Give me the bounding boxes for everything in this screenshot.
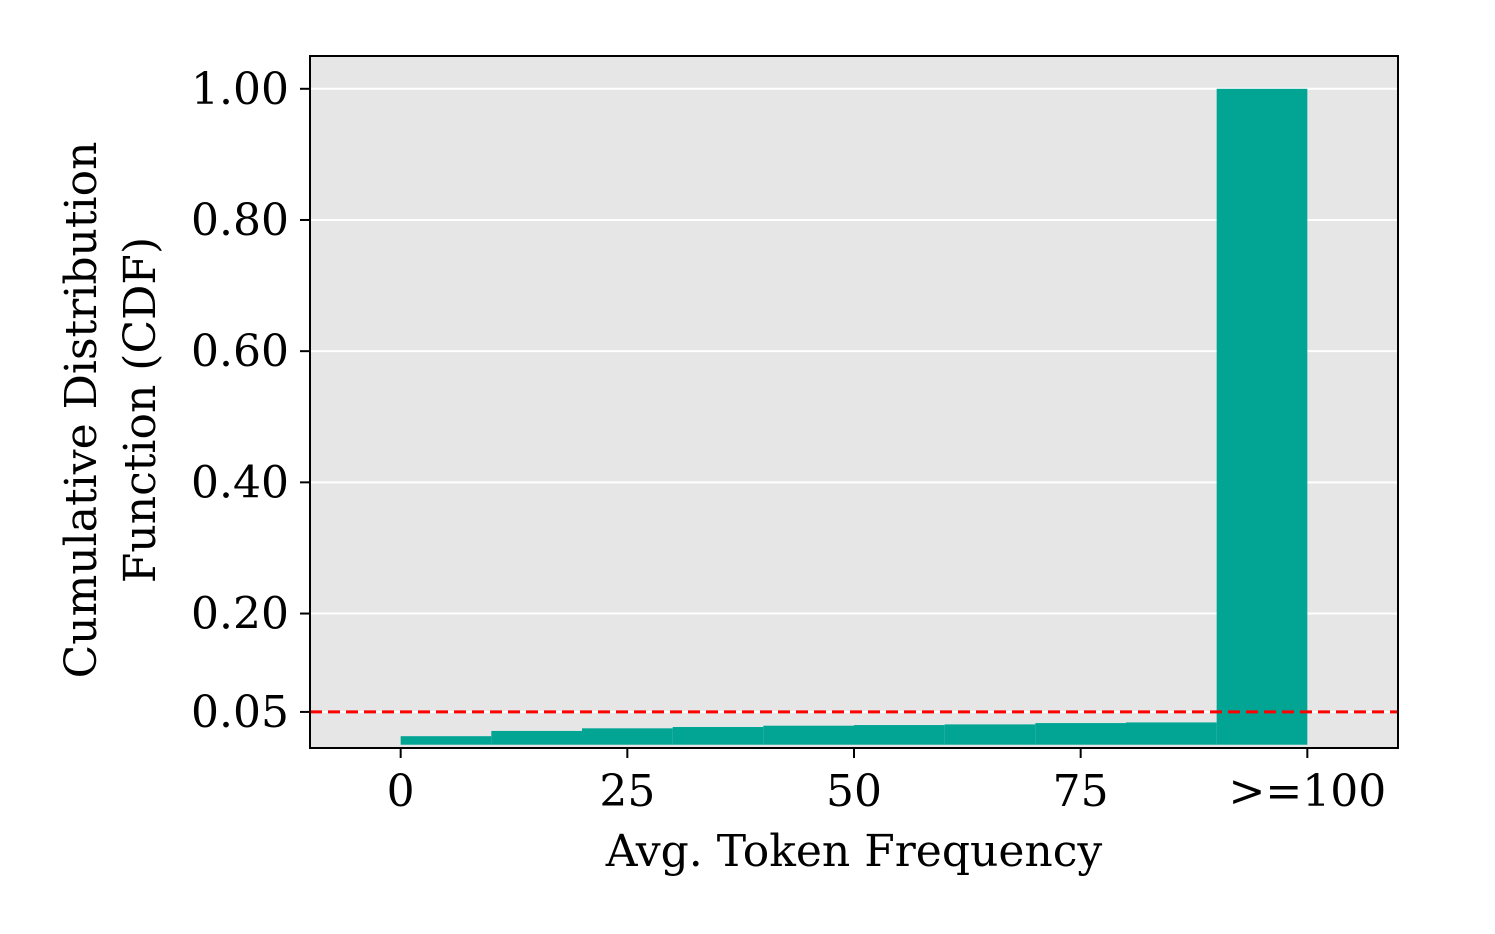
bar-2 xyxy=(582,728,673,745)
y-tick-label-0: 0.05 xyxy=(191,687,289,738)
bar-5 xyxy=(854,725,945,745)
x-tick-label-4: >=100 xyxy=(1228,766,1386,817)
x-tick-label-3: 75 xyxy=(1053,766,1109,817)
bar-0 xyxy=(400,736,492,745)
x-tick-label-1: 25 xyxy=(599,766,655,817)
x-axis-title: Avg. Token Frequency xyxy=(605,826,1103,877)
bars xyxy=(400,88,1308,745)
x-tick-label-2: 50 xyxy=(826,766,882,817)
y-axis-title-line-2: Function (CDF) xyxy=(115,237,166,583)
bar-3 xyxy=(672,727,764,745)
y-tick-label-5: 1.00 xyxy=(191,64,289,115)
y-axis-ticks: 0.05 0.20 0.40 0.60 0.80 1.00 xyxy=(191,64,310,738)
y-tick-label-3: 0.60 xyxy=(191,326,289,377)
bar-7 xyxy=(1035,723,1126,745)
bar-8 xyxy=(1126,722,1217,745)
y-axis-title-line-1: Cumulative Distribution xyxy=(56,142,107,679)
x-axis-ticks: 0 25 50 75 >=100 xyxy=(387,748,1386,817)
bar-1 xyxy=(491,730,582,745)
y-tick-label-1: 0.20 xyxy=(191,589,289,640)
x-tick-label-0: 0 xyxy=(387,766,415,817)
y-tick-label-2: 0.40 xyxy=(191,457,289,508)
y-tick-label-4: 0.80 xyxy=(191,195,289,246)
bar-9 xyxy=(1216,88,1308,745)
bar-4 xyxy=(763,725,854,745)
bar-6 xyxy=(944,724,1036,745)
